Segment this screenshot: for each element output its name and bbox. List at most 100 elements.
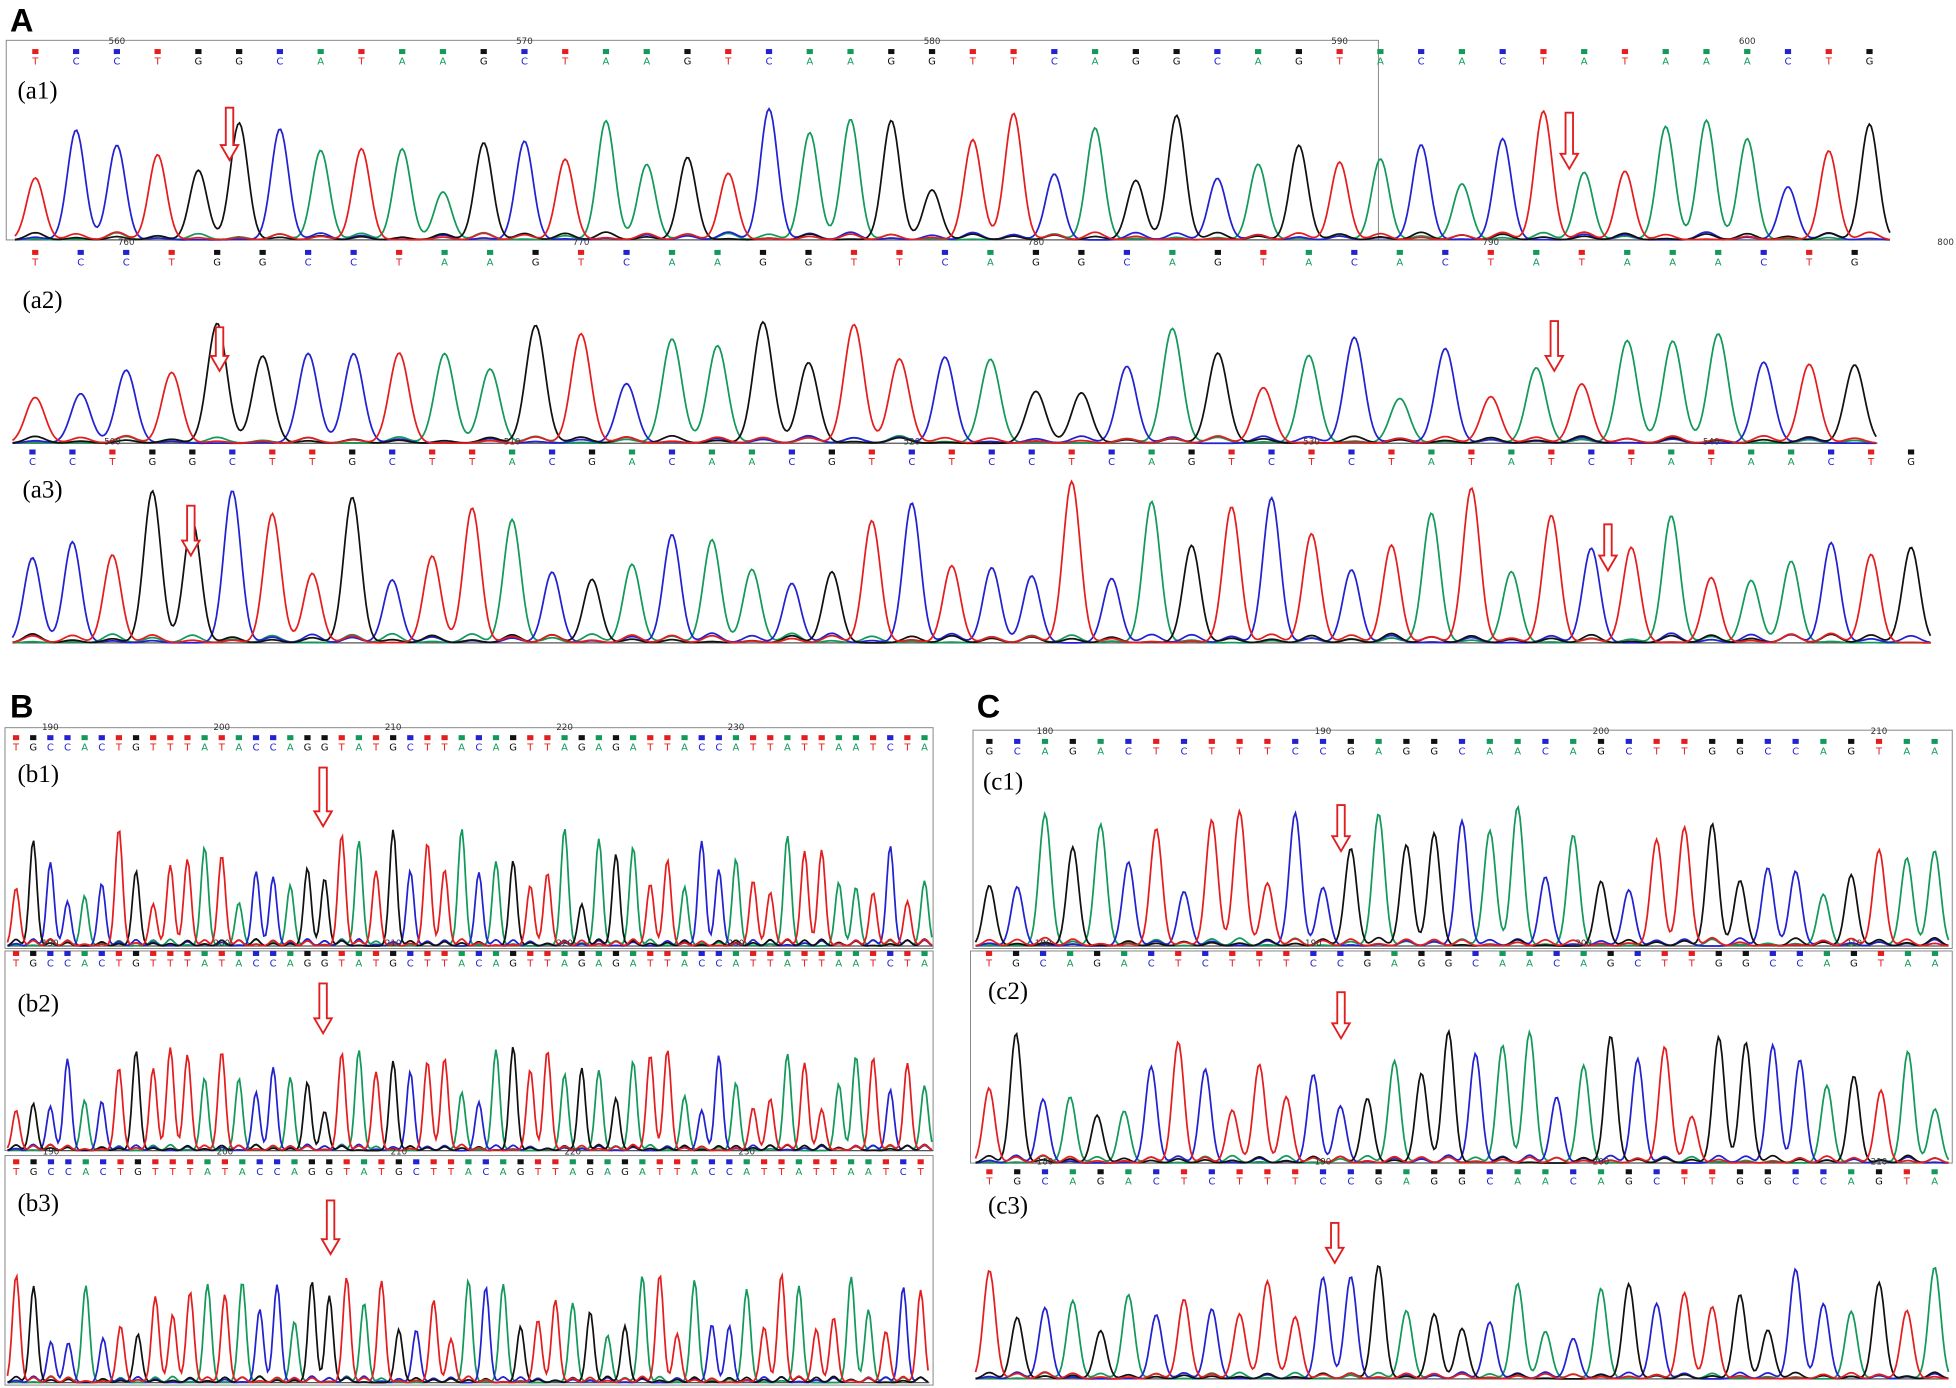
base-call: G	[308, 1167, 316, 1178]
base-marker	[1703, 49, 1710, 55]
base-marker	[1260, 249, 1267, 255]
base-marker	[30, 1159, 37, 1165]
base-call: G	[1093, 958, 1101, 969]
base-marker	[900, 1159, 907, 1165]
position-number: 600	[1739, 37, 1756, 47]
base-call: T	[1875, 746, 1883, 757]
base-call: C	[270, 743, 277, 754]
base-call: C	[1792, 746, 1799, 757]
base-marker	[1428, 449, 1435, 455]
red-arrow	[1330, 804, 1352, 854]
base-call: A	[1823, 958, 1830, 969]
base-marker	[1820, 738, 1827, 744]
base-call: C	[482, 1167, 489, 1178]
base-call: A	[1125, 1177, 1132, 1188]
base-call: C	[1337, 958, 1344, 969]
base-marker	[270, 950, 277, 956]
base-call: T	[760, 1167, 768, 1178]
base-call: C	[47, 743, 54, 754]
base-call: A	[595, 958, 602, 969]
base-marker	[81, 735, 88, 741]
chromatogram-track: (a1) T C C T G G C A T A A G C T A A G T C A A G G T T C A G G C A G T A C A…	[5, 37, 1891, 241]
base-marker	[1336, 49, 1343, 55]
base-marker	[1597, 738, 1605, 744]
base-marker	[372, 950, 380, 956]
base-marker	[602, 49, 610, 55]
base-call: T	[818, 958, 826, 969]
position-number: 780	[1028, 238, 1045, 248]
track-label: (b3)	[17, 1190, 59, 1217]
base-call: C	[1051, 57, 1058, 68]
base-marker	[588, 449, 596, 455]
base-call: C	[941, 257, 948, 268]
base-marker	[1418, 49, 1425, 55]
base-call: A	[629, 457, 636, 468]
base-marker	[656, 1159, 663, 1165]
base-call: T	[468, 457, 476, 468]
base-call: G	[1607, 958, 1615, 969]
base-marker	[430, 1159, 437, 1165]
base-marker	[1624, 249, 1631, 255]
base-call: T	[441, 958, 449, 969]
base-call: C	[274, 1167, 281, 1178]
base-marker	[1148, 449, 1155, 455]
base-call: T	[12, 743, 20, 754]
base-marker	[623, 249, 630, 255]
position-number: 590	[1331, 37, 1348, 47]
base-marker	[668, 249, 676, 255]
base-marker	[748, 449, 756, 455]
base-marker	[1526, 950, 1533, 956]
base-marker	[612, 950, 620, 956]
base-call: G	[1097, 1177, 1105, 1188]
base-call: C	[1014, 746, 1021, 757]
base-marker	[1153, 738, 1160, 744]
base-call: A	[509, 457, 516, 468]
base-call: C	[521, 57, 528, 68]
base-marker	[887, 735, 894, 741]
base-call: A	[1581, 57, 1588, 68]
base-call: A	[81, 958, 88, 969]
base-marker	[578, 735, 585, 741]
base-marker	[229, 449, 236, 455]
base-marker	[1169, 249, 1176, 255]
position-number: 790	[1482, 238, 1499, 248]
position-number: 210	[1871, 1157, 1888, 1167]
base-call: A	[733, 958, 740, 969]
base-marker	[888, 49, 895, 55]
base-marker	[424, 950, 431, 956]
panel-label: C	[977, 689, 1000, 725]
base-marker	[1396, 249, 1403, 255]
base-marker	[195, 49, 202, 55]
base-marker	[167, 950, 174, 956]
base-marker	[1319, 1169, 1327, 1175]
position-number: 190	[1305, 939, 1322, 949]
base-call: T	[169, 1167, 177, 1178]
base-marker	[169, 1159, 176, 1165]
base-call: A	[806, 57, 813, 68]
base-call: T	[1578, 257, 1586, 268]
base-call: A	[1598, 1177, 1605, 1188]
base-marker	[828, 449, 835, 455]
base-marker	[1931, 1169, 1938, 1175]
base-marker	[201, 950, 208, 956]
base-call: G	[1907, 457, 1915, 468]
position-number: 210	[1846, 939, 1863, 949]
base-marker	[767, 735, 774, 741]
base-call: C	[1268, 457, 1275, 468]
base-call: C	[1764, 746, 1771, 757]
base-marker	[1236, 1169, 1243, 1175]
base-call: A	[1903, 746, 1910, 757]
base-marker	[1514, 1169, 1521, 1175]
base-call: A	[784, 958, 791, 969]
base-marker	[1499, 950, 1506, 956]
base-call: T	[149, 958, 157, 969]
base-marker	[1068, 449, 1075, 455]
base-call: T	[1467, 457, 1475, 468]
base-marker	[1208, 738, 1215, 744]
base-call: A	[630, 743, 637, 754]
base-marker	[1188, 449, 1195, 455]
base-marker	[904, 950, 911, 956]
base-call: C	[887, 743, 894, 754]
base-call: A	[239, 1167, 246, 1178]
base-call: G	[134, 1167, 142, 1178]
